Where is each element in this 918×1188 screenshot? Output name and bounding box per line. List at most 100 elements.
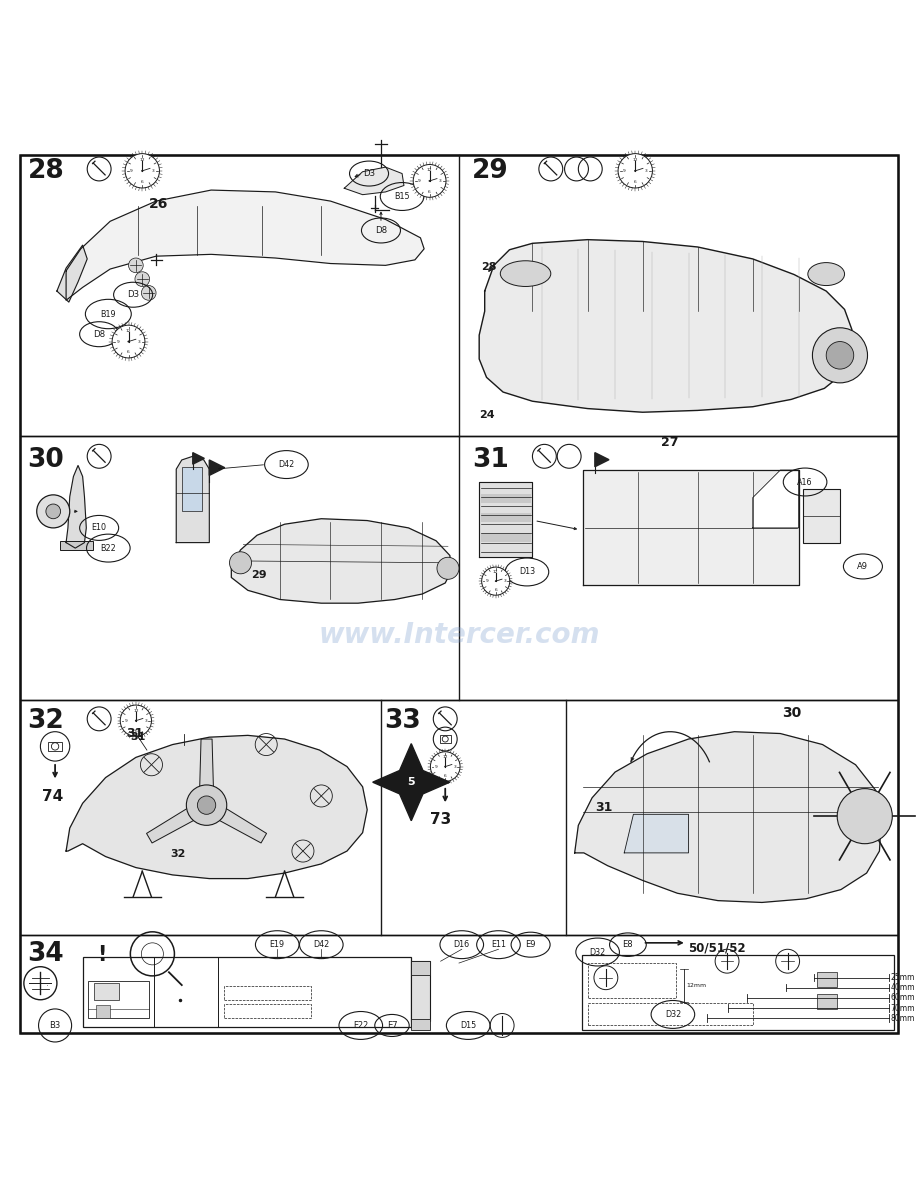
Circle shape: [197, 796, 216, 814]
Text: 6: 6: [429, 190, 431, 194]
Circle shape: [128, 341, 129, 342]
Text: 9: 9: [129, 169, 132, 172]
Bar: [803, 489, 840, 543]
Text: D32: D32: [665, 1010, 681, 1019]
Bar: [96, 1005, 110, 1018]
Circle shape: [112, 326, 145, 358]
Polygon shape: [624, 814, 688, 853]
Text: www.Intercer.com: www.Intercer.com: [319, 621, 599, 650]
Text: 9: 9: [434, 765, 437, 769]
Text: 60mm: 60mm: [890, 993, 915, 1003]
Circle shape: [135, 720, 137, 721]
Text: 6: 6: [128, 350, 129, 354]
Circle shape: [431, 752, 460, 782]
Circle shape: [437, 557, 459, 580]
Text: 31: 31: [127, 727, 144, 740]
Text: D8: D8: [375, 226, 387, 235]
Text: 3: 3: [152, 169, 155, 172]
Text: 50/51/52: 50/51/52: [688, 941, 746, 954]
Text: 12: 12: [126, 329, 131, 333]
Polygon shape: [203, 798, 266, 843]
Text: D13: D13: [519, 568, 535, 576]
Circle shape: [413, 164, 446, 197]
Circle shape: [135, 272, 150, 286]
Text: B3: B3: [50, 1020, 61, 1030]
Text: D16: D16: [453, 940, 470, 949]
Bar: [817, 972, 837, 987]
Text: D3: D3: [127, 290, 140, 299]
Text: B15: B15: [394, 192, 410, 201]
Text: A9: A9: [857, 562, 868, 571]
Bar: [20, 156, 898, 436]
Text: 12: 12: [133, 708, 139, 713]
Circle shape: [129, 258, 143, 273]
Text: E22: E22: [353, 1020, 368, 1030]
Text: 3: 3: [453, 765, 456, 769]
Polygon shape: [373, 744, 450, 821]
Text: 3: 3: [503, 579, 506, 583]
Text: 9: 9: [117, 340, 119, 343]
Text: 34: 34: [28, 941, 64, 967]
Text: 3: 3: [645, 169, 648, 172]
Text: E10: E10: [92, 524, 106, 532]
Text: 5: 5: [408, 777, 415, 788]
Polygon shape: [575, 732, 881, 903]
Text: 6: 6: [135, 728, 137, 733]
Ellipse shape: [500, 261, 551, 286]
Text: 12: 12: [493, 570, 498, 574]
Polygon shape: [753, 470, 799, 527]
Text: 6: 6: [444, 775, 446, 778]
Text: 73: 73: [430, 811, 451, 827]
Circle shape: [826, 342, 854, 369]
Polygon shape: [66, 190, 424, 301]
Bar: [411, 1019, 430, 1030]
Circle shape: [37, 495, 70, 527]
Bar: [440, 735, 451, 742]
Text: 3: 3: [439, 179, 442, 183]
Circle shape: [837, 789, 892, 843]
Text: 30: 30: [28, 447, 64, 473]
Text: 3: 3: [138, 340, 140, 343]
Bar: [224, 986, 311, 1000]
Text: 32: 32: [171, 849, 186, 859]
Polygon shape: [595, 453, 609, 467]
Polygon shape: [176, 456, 209, 543]
Polygon shape: [147, 798, 210, 843]
Text: 31: 31: [472, 447, 509, 473]
Circle shape: [125, 153, 160, 188]
Text: 12: 12: [633, 158, 638, 162]
Polygon shape: [209, 460, 225, 475]
Text: D42: D42: [313, 940, 330, 949]
Bar: [182, 467, 202, 511]
Polygon shape: [231, 519, 452, 604]
Polygon shape: [344, 168, 404, 195]
Bar: [49, 742, 62, 751]
Text: D42: D42: [278, 460, 295, 469]
Circle shape: [120, 706, 151, 737]
Text: E8: E8: [622, 940, 633, 949]
Text: D32: D32: [589, 948, 606, 956]
Text: D3: D3: [363, 169, 375, 178]
Bar: [60, 541, 93, 550]
Text: E9: E9: [525, 940, 536, 949]
Text: 31: 31: [595, 802, 612, 815]
Text: E11: E11: [491, 940, 506, 949]
Text: 6: 6: [495, 588, 497, 593]
Polygon shape: [57, 245, 87, 302]
Bar: [94, 984, 119, 1000]
Text: D8: D8: [93, 330, 106, 339]
Circle shape: [482, 567, 509, 595]
Text: 3: 3: [145, 719, 147, 722]
Text: D15: D15: [460, 1020, 476, 1030]
Polygon shape: [479, 240, 852, 412]
Text: 29: 29: [252, 570, 267, 580]
Text: B22: B22: [100, 544, 117, 552]
Text: 27: 27: [661, 436, 678, 449]
Circle shape: [141, 285, 156, 301]
Bar: [481, 532, 531, 542]
Text: 29: 29: [472, 158, 509, 184]
Circle shape: [444, 766, 446, 767]
Text: 9: 9: [486, 579, 488, 583]
Text: 70mm: 70mm: [890, 1004, 915, 1012]
Text: 25mm: 25mm: [890, 973, 915, 982]
